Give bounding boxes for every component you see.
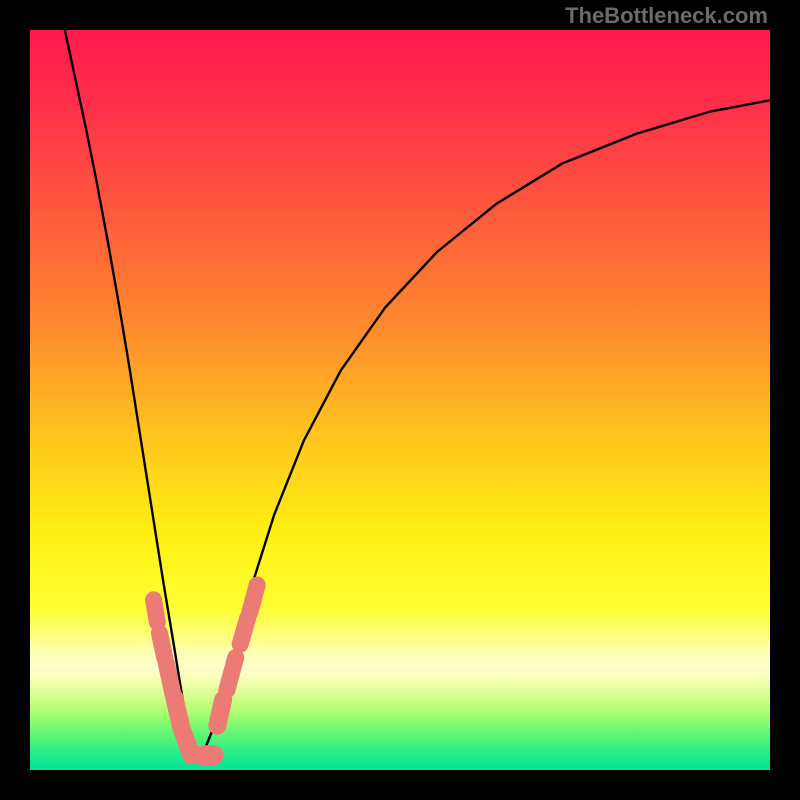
marker-segment [217, 700, 223, 726]
marker-segment [160, 633, 165, 657]
marker-segment [183, 733, 191, 755]
chart-gradient-area [30, 30, 770, 770]
marker-segment [154, 600, 158, 622]
marker-segment [227, 658, 236, 691]
bottleneck-chart-svg [0, 0, 800, 800]
marker-segment [250, 585, 257, 612]
marker-segment [240, 618, 247, 644]
watermark-text: TheBottleneck.com [565, 3, 768, 29]
